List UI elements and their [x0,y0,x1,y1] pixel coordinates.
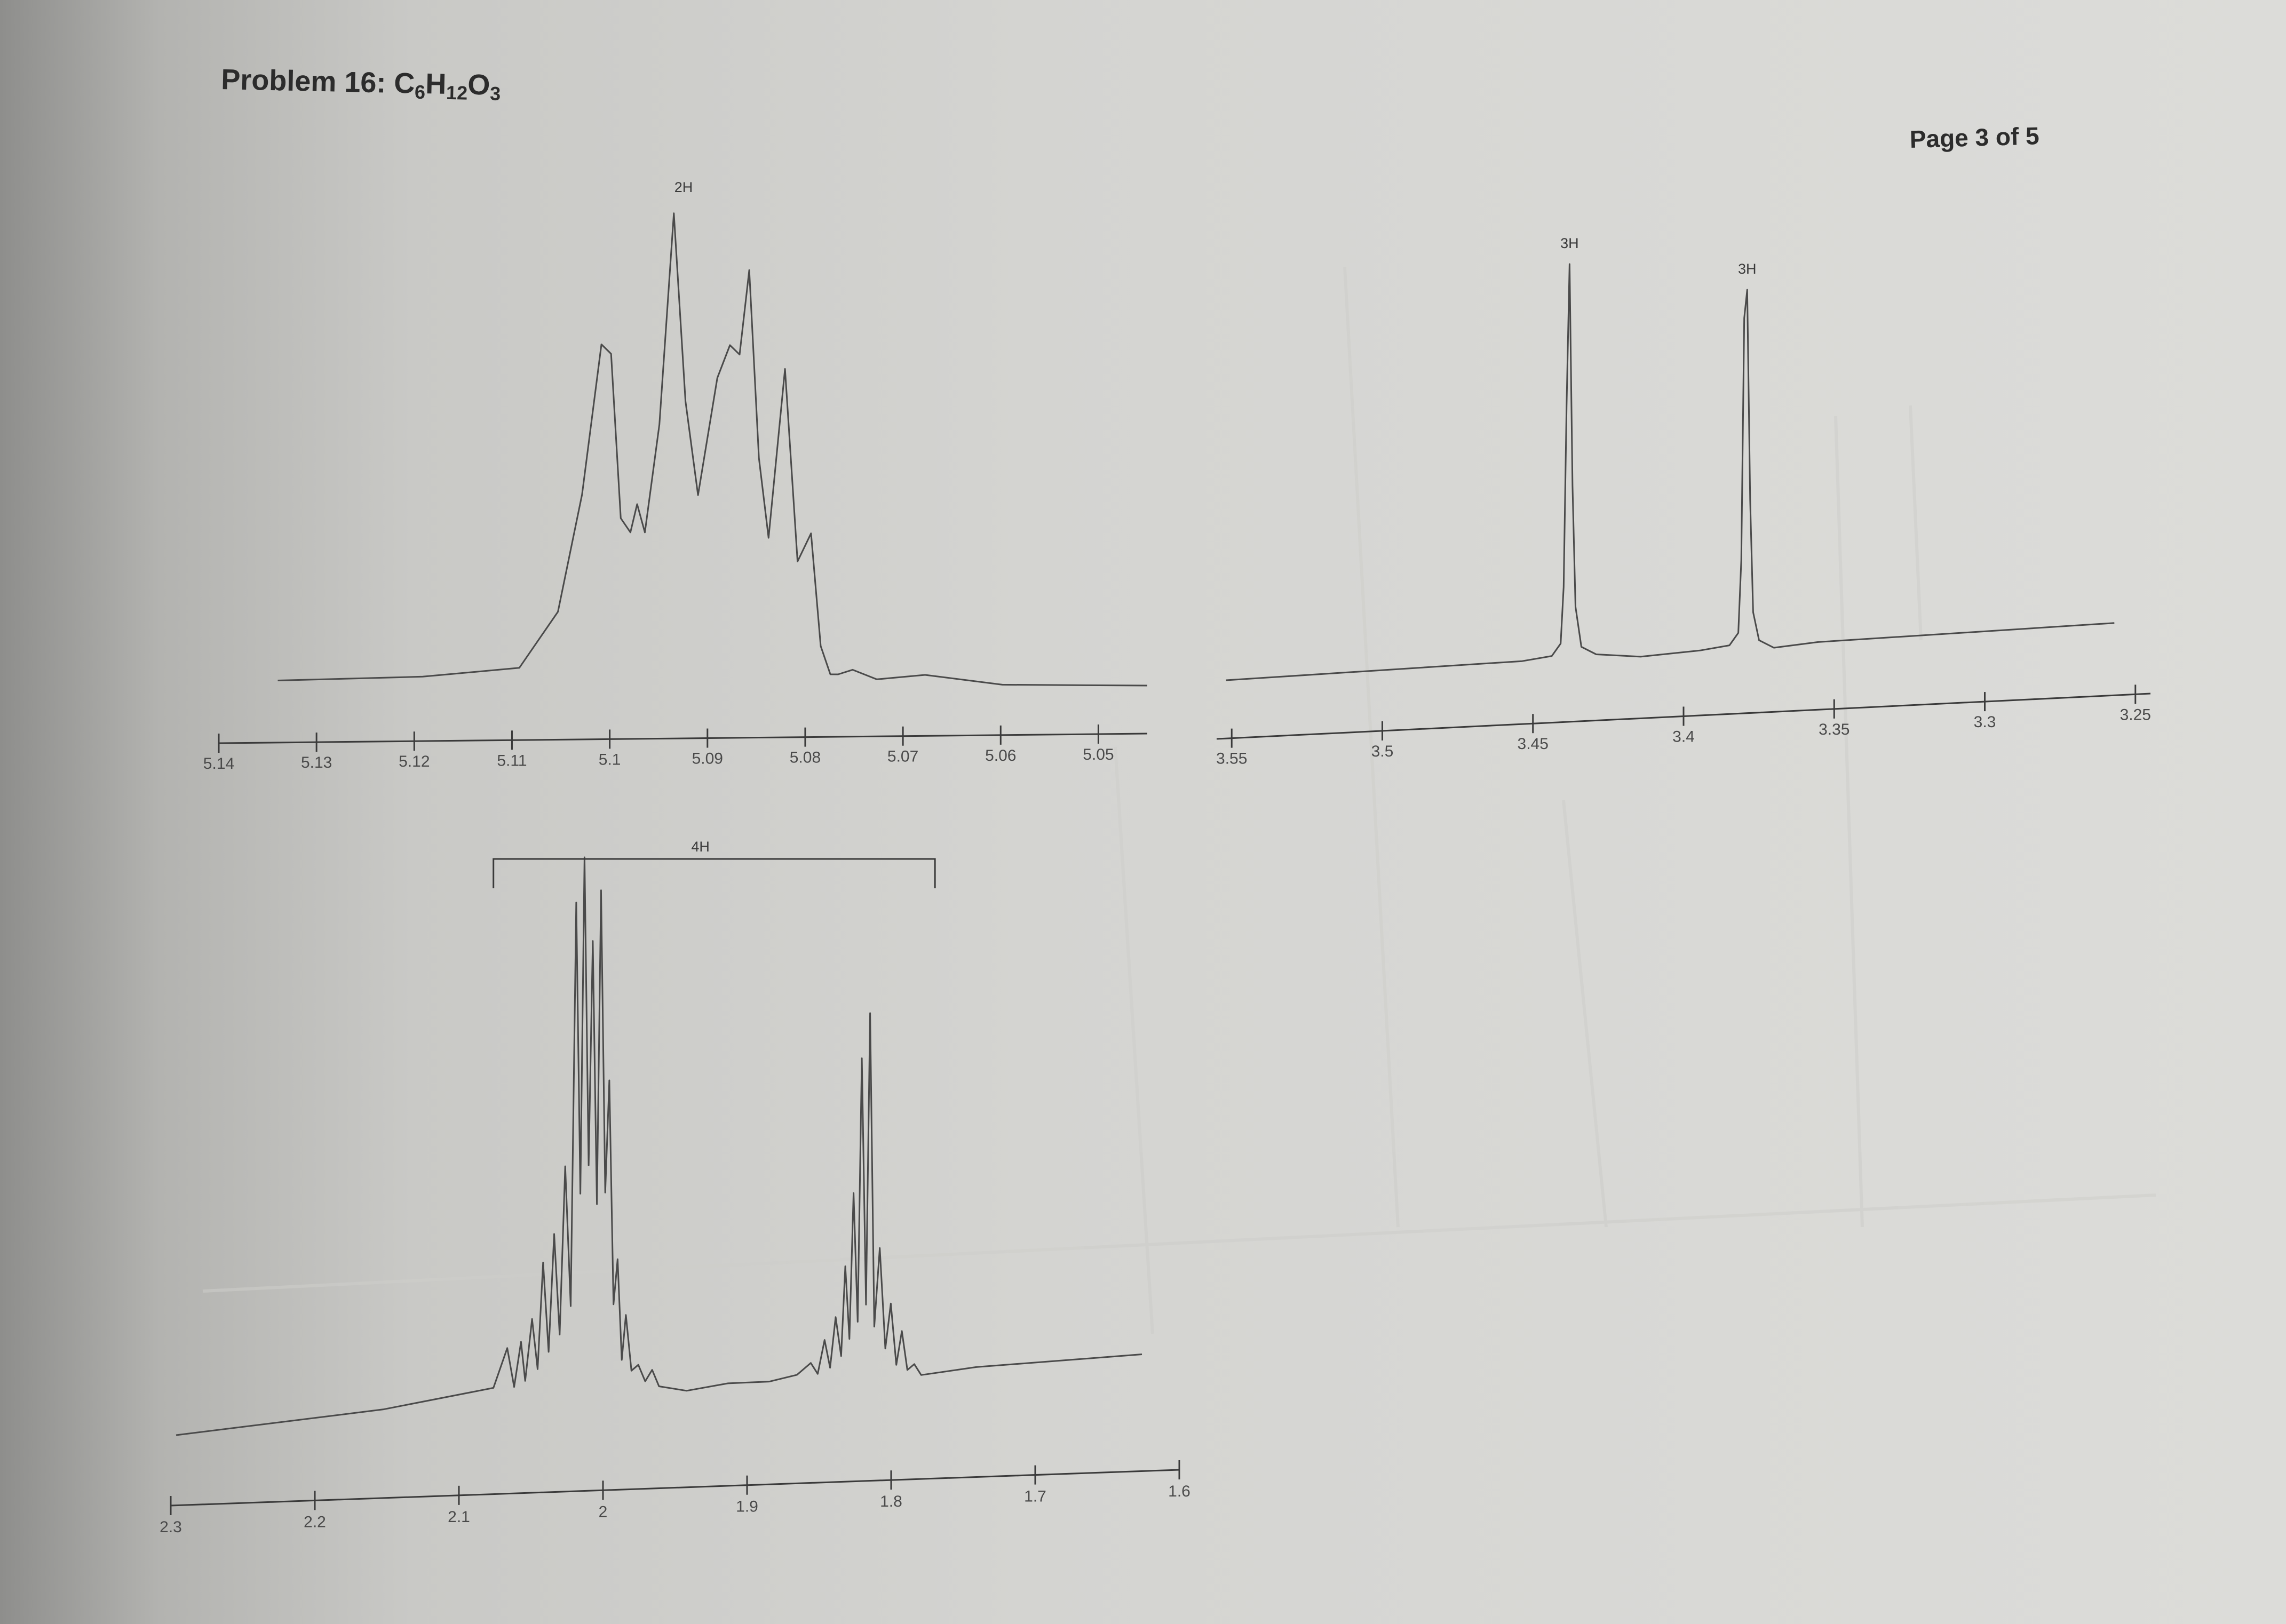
spectrum-3ppm: 3.55 3.5 3.45 3.4 3.35 3.3 3.25 3H 3H [1216,235,2151,768]
s1-tick-label: 5.08 [790,749,821,767]
s2-tick-label: 3.4 [1672,728,1695,746]
s3-tick-label: 1.9 [736,1498,758,1516]
s1-integration-label: 2H [674,179,693,195]
s1-tick-label: 5.1 [599,751,621,768]
s1-tick-label: 5.09 [692,750,723,768]
s2-tick-label: 3.35 [1819,721,1850,738]
spectrum-2ppm: 2.3 2.2 2.1 2 1.9 1.8 1.7 1.6 4H [160,839,1190,1536]
s2-tick-label: 3.5 [1371,743,1394,760]
s3-integration-bracket [493,858,936,888]
spectrum-5ppm: 5.14 5.13 5.12 5.11 5.1 5.09 5.08 5.07 5.06 5.05 2… [203,179,1148,773]
s3-integration-label: 4H [691,839,710,855]
s3-tick-label: 1.6 [1168,1483,1190,1500]
s2-tick-label: 3.45 [1518,735,1549,753]
s2-tick-label: 3.25 [2120,706,2151,723]
s2-tick-label: 3.3 [1974,713,1996,731]
s2-integration-label: 3H [1738,261,1757,277]
s1-trace [277,212,1148,687]
s3-tick-label: 1.7 [1024,1488,1046,1506]
s1-tick-label: 5.12 [399,753,430,770]
s3-x-axis [170,1469,1180,1507]
s3-tick-label: 2.3 [160,1518,182,1536]
s3-tick-label: 2 [599,1503,608,1520]
s3-tick-label: 1.8 [880,1493,902,1510]
s2-tick-label: 3.55 [1216,750,1247,768]
s1-x-axis [218,733,1148,744]
s1-tick-label: 5.11 [497,752,527,769]
s1-tick-label: 5.06 [985,747,1016,765]
s3-tick-label: 2.2 [304,1513,326,1531]
s1-tick-label: 5.13 [301,754,332,771]
show-through-lines [202,266,2156,1334]
s1-tick-label: 5.14 [203,755,234,773]
s3-tick-label: 2.1 [448,1508,470,1526]
s1-tick-label: 5.07 [887,748,918,766]
s2-integration-label: 3H [1560,235,1579,251]
s2-trace [1226,263,2115,681]
s3-trace [176,856,1142,1436]
s1-tick-label: 5.05 [1083,746,1114,763]
